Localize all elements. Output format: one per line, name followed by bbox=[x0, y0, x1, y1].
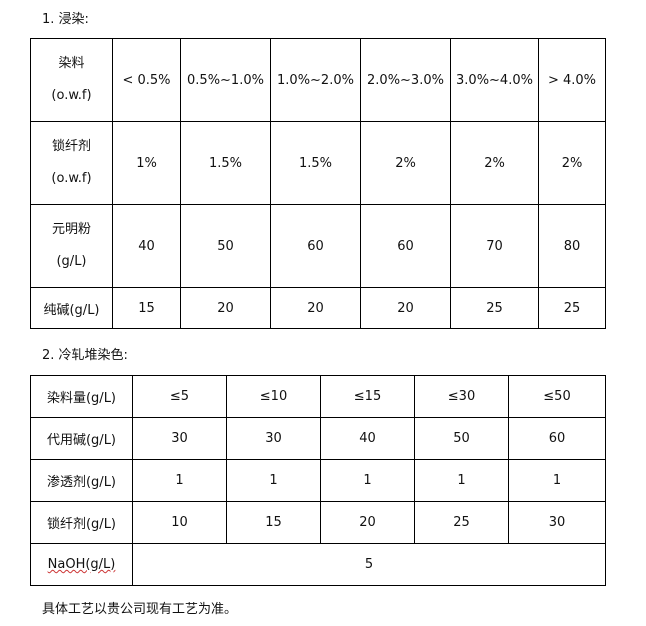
table-cell: 20 bbox=[270, 287, 361, 329]
table-cell: 20 bbox=[180, 287, 271, 329]
table-cell: 25 bbox=[538, 287, 606, 329]
table-cell: 60 bbox=[270, 204, 361, 288]
table-cell: 1.5% bbox=[180, 121, 271, 205]
table-cell: 1.5% bbox=[270, 121, 361, 205]
table-cell: < 0.5% bbox=[112, 38, 181, 122]
table-cell: 1 bbox=[226, 459, 321, 502]
table-cell: ≤50 bbox=[508, 375, 606, 418]
table-row: 锁纤剂(g/L) 10 15 20 25 30 bbox=[30, 501, 606, 544]
table-cell: 40 bbox=[112, 204, 181, 288]
table-cell: ≤5 bbox=[132, 375, 227, 418]
table-row: 锁纤剂 (o.w.f) 1% 1.5% 1.5% 2% 2% 2% bbox=[30, 121, 606, 205]
table-cell: 70 bbox=[450, 204, 539, 288]
row-label: 锁纤剂 (o.w.f) bbox=[30, 121, 113, 205]
table-cell: 20 bbox=[360, 287, 451, 329]
dip-dyeing-table: 染料 (o.w.f) < 0.5% 0.5%~1.0% 1.0%~2.0% 2.0… bbox=[30, 38, 606, 329]
table-cell: 50 bbox=[414, 417, 509, 460]
table-cell: 30 bbox=[132, 417, 227, 460]
table-cell: 20 bbox=[320, 501, 415, 544]
table-cell: 1% bbox=[112, 121, 181, 205]
footer-note: 具体工艺以贵公司现有工艺为准。 bbox=[42, 602, 238, 617]
table-cell: 1 bbox=[320, 459, 415, 502]
table-cell: 60 bbox=[508, 417, 606, 460]
table-cell: 15 bbox=[112, 287, 181, 329]
table-row: 代用碱(g/L) 30 30 40 50 60 bbox=[30, 417, 606, 460]
table-cell: 1 bbox=[508, 459, 606, 502]
table-cell: 10 bbox=[132, 501, 227, 544]
row-label: 渗透剂(g/L) bbox=[30, 459, 133, 502]
row-label: 纯碱(g/L) bbox=[30, 287, 113, 329]
table-cell: 1.0%~2.0% bbox=[270, 38, 361, 122]
merged-cell: 5 bbox=[132, 543, 606, 586]
section1-heading: 1. 浸染: bbox=[42, 12, 89, 27]
table-cell: 40 bbox=[320, 417, 415, 460]
table-cell: 80 bbox=[538, 204, 606, 288]
table-row: NaOH(g/L) 5 bbox=[30, 543, 606, 586]
table-cell: 30 bbox=[508, 501, 606, 544]
table-row: 染料量(g/L) ≤5 ≤10 ≤15 ≤30 ≤50 bbox=[30, 375, 606, 418]
row-label: 染料量(g/L) bbox=[30, 375, 133, 418]
row-label: 代用碱(g/L) bbox=[30, 417, 133, 460]
table-cell: 3.0%~4.0% bbox=[450, 38, 539, 122]
table-cell: 2% bbox=[538, 121, 606, 205]
table-row: 渗透剂(g/L) 1 1 1 1 1 bbox=[30, 459, 606, 502]
row-label: 染料 (o.w.f) bbox=[30, 38, 113, 122]
table-cell: ≤10 bbox=[226, 375, 321, 418]
table-cell: 50 bbox=[180, 204, 271, 288]
table-cell: 2% bbox=[450, 121, 539, 205]
table-row: 纯碱(g/L) 15 20 20 20 25 25 bbox=[30, 287, 606, 329]
table-cell: 1 bbox=[414, 459, 509, 502]
row-label: 元明粉 (g/L) bbox=[30, 204, 113, 288]
section2-heading: 2. 冷轧堆染色: bbox=[42, 348, 128, 363]
table-cell: 30 bbox=[226, 417, 321, 460]
table-cell: > 4.0% bbox=[538, 38, 606, 122]
cold-pad-batch-table: 染料量(g/L) ≤5 ≤10 ≤15 ≤30 ≤50 代用碱(g/L) 30 … bbox=[30, 375, 606, 586]
table-cell: 25 bbox=[450, 287, 539, 329]
table-cell: 1 bbox=[132, 459, 227, 502]
table-cell: ≤15 bbox=[320, 375, 415, 418]
table-row: 染料 (o.w.f) < 0.5% 0.5%~1.0% 1.0%~2.0% 2.0… bbox=[30, 38, 606, 122]
table-row: 元明粉 (g/L) 40 50 60 60 70 80 bbox=[30, 204, 606, 288]
table-cell: 15 bbox=[226, 501, 321, 544]
table-cell: ≤30 bbox=[414, 375, 509, 418]
table-cell: 60 bbox=[360, 204, 451, 288]
table-cell: 0.5%~1.0% bbox=[180, 38, 271, 122]
table-cell: 25 bbox=[414, 501, 509, 544]
row-label: 锁纤剂(g/L) bbox=[30, 501, 133, 544]
row-label: NaOH(g/L) bbox=[30, 543, 133, 586]
table-cell: 2.0%~3.0% bbox=[360, 38, 451, 122]
table-cell: 2% bbox=[360, 121, 451, 205]
